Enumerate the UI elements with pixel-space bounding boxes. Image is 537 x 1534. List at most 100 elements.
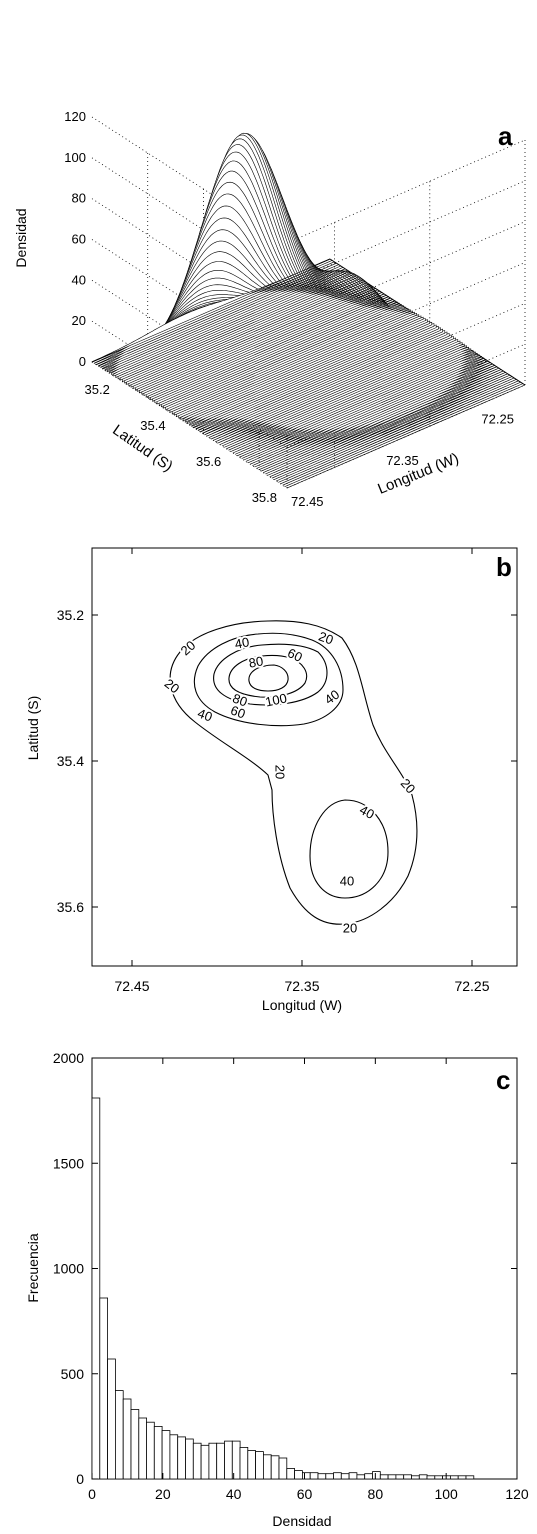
- histogram-bar: [434, 1475, 443, 1480]
- lat-tick-label: 35.8: [252, 490, 277, 505]
- z-tick-label: 80: [72, 191, 86, 206]
- contour-label: 40: [340, 874, 354, 889]
- lat-tick-label: 35.2: [85, 382, 110, 397]
- histogram-bar: [457, 1475, 467, 1480]
- histogram-bar: [130, 1409, 140, 1480]
- surface-line: [278, 379, 517, 483]
- histogram-bar: [465, 1475, 475, 1480]
- contour-y-tick-label: 35.6: [57, 899, 84, 915]
- histogram-bar: [200, 1444, 210, 1480]
- contour-20-upper: [169, 620, 418, 925]
- contour-lines: [169, 620, 418, 925]
- histogram-x-tick-label: 80: [368, 1486, 384, 1502]
- lon-tick-label: 72.25: [481, 412, 514, 427]
- histogram-bar: [138, 1417, 148, 1480]
- histogram-bar: [99, 1297, 109, 1480]
- histogram-bar: [185, 1438, 194, 1480]
- histogram-x-tick-label: 40: [226, 1486, 242, 1502]
- surface-line: [271, 374, 510, 479]
- contour-x-tick-label: 72.45: [114, 978, 149, 994]
- histogram-bar: [364, 1473, 373, 1480]
- lon-tick-label: 72.45: [291, 494, 324, 509]
- histogram-bar: [224, 1440, 233, 1480]
- z-tick-label: 0: [79, 354, 86, 369]
- contour-y-tick-label: 35.2: [57, 607, 84, 623]
- histogram-bar: [278, 1457, 288, 1480]
- surface-line: [282, 381, 521, 486]
- histogram-bar: [418, 1474, 428, 1480]
- histogram-bar: [169, 1434, 179, 1480]
- histogram-x-axis-label: Densidad: [272, 1513, 331, 1529]
- contour-label: 100: [264, 690, 288, 709]
- surface-line: [269, 373, 508, 478]
- z-tick-label: 20: [72, 313, 86, 328]
- histogram-bar: [309, 1472, 319, 1480]
- histogram-bar: [395, 1474, 405, 1480]
- lat-tick-label: 35.6: [196, 454, 221, 469]
- contour-60: [213, 643, 328, 706]
- histogram-bar: [356, 1474, 366, 1480]
- contour-label: 40: [322, 687, 343, 708]
- histogram-bar: [247, 1450, 257, 1480]
- surface-line: [91, 258, 331, 363]
- histogram-bar: [294, 1470, 303, 1480]
- histogram-axes-frame: [91, 1057, 518, 1480]
- histogram-bar: [333, 1472, 342, 1480]
- histogram-bar: [301, 1472, 311, 1480]
- lat-tick-label: 35.4: [140, 418, 165, 433]
- histogram-bar: [192, 1442, 202, 1480]
- z-tick-label: 120: [64, 109, 86, 124]
- histogram-y-tick-label: 1500: [53, 1155, 84, 1171]
- histogram-bar: [270, 1455, 280, 1480]
- surface-line: [276, 377, 515, 482]
- histogram-bar: [208, 1442, 218, 1480]
- contour-y-ticks: 35.2 35.4 35.6: [57, 607, 517, 915]
- histogram-bar: [107, 1358, 116, 1480]
- histogram-bars: [91, 1097, 475, 1480]
- histogram-bar: [403, 1474, 412, 1480]
- contour-x-tick-label: 72.25: [454, 978, 489, 994]
- surface-line: [267, 371, 506, 476]
- contour-x-tick-label: 72.35: [284, 978, 319, 994]
- surface-mesh: [91, 132, 526, 489]
- histogram-x-tick-label: 20: [155, 1486, 171, 1502]
- histogram-bar: [286, 1468, 295, 1480]
- histogram-bar: [372, 1471, 381, 1480]
- panel-c-histogram: 0 20 40 60 80 100 120 0 500 1000 1500 2000 Densida…: [25, 1050, 529, 1529]
- contour-label: 40: [234, 634, 251, 651]
- histogram-y-tick-label: 0: [76, 1471, 84, 1487]
- histogram-x-tick-label: 60: [297, 1486, 313, 1502]
- contour-40-upper: [193, 632, 344, 727]
- contour-label: 60: [285, 645, 304, 665]
- histogram-bar: [449, 1475, 459, 1480]
- contour-label: 20: [273, 765, 288, 779]
- histogram-y-tick-label: 500: [61, 1366, 85, 1382]
- surface-line: [286, 384, 526, 489]
- lon-tick-label: 72.35: [386, 453, 419, 468]
- surface-line: [273, 376, 513, 480]
- panel-label-a: a: [498, 121, 513, 151]
- histogram-bar: [115, 1390, 124, 1480]
- surface-line: [284, 383, 523, 487]
- contour-label: 40: [357, 802, 377, 822]
- histogram-bar: [153, 1426, 163, 1480]
- histogram-bar: [411, 1475, 420, 1480]
- histogram-bar: [387, 1474, 397, 1480]
- lat-tick-labels: 35.2 35.4 35.6 35.8: [85, 382, 277, 505]
- histogram-bar: [325, 1473, 334, 1480]
- z-tick-labels: 0 20 40 60 80 100 120: [64, 109, 86, 369]
- contour-label: 20: [398, 776, 419, 797]
- contour-label: 20: [178, 638, 199, 659]
- histogram-y-axis-label: Frecuencia: [25, 1233, 41, 1302]
- histogram-bar: [426, 1475, 436, 1480]
- contour-y-tick-label: 35.4: [57, 753, 84, 769]
- histogram-bar: [348, 1472, 358, 1480]
- panel-label-b: b: [496, 552, 512, 582]
- contour-40-lower: [309, 799, 389, 899]
- z-tick-label: 100: [64, 150, 86, 165]
- histogram-bar: [340, 1473, 350, 1480]
- contour-label: 20: [343, 921, 357, 936]
